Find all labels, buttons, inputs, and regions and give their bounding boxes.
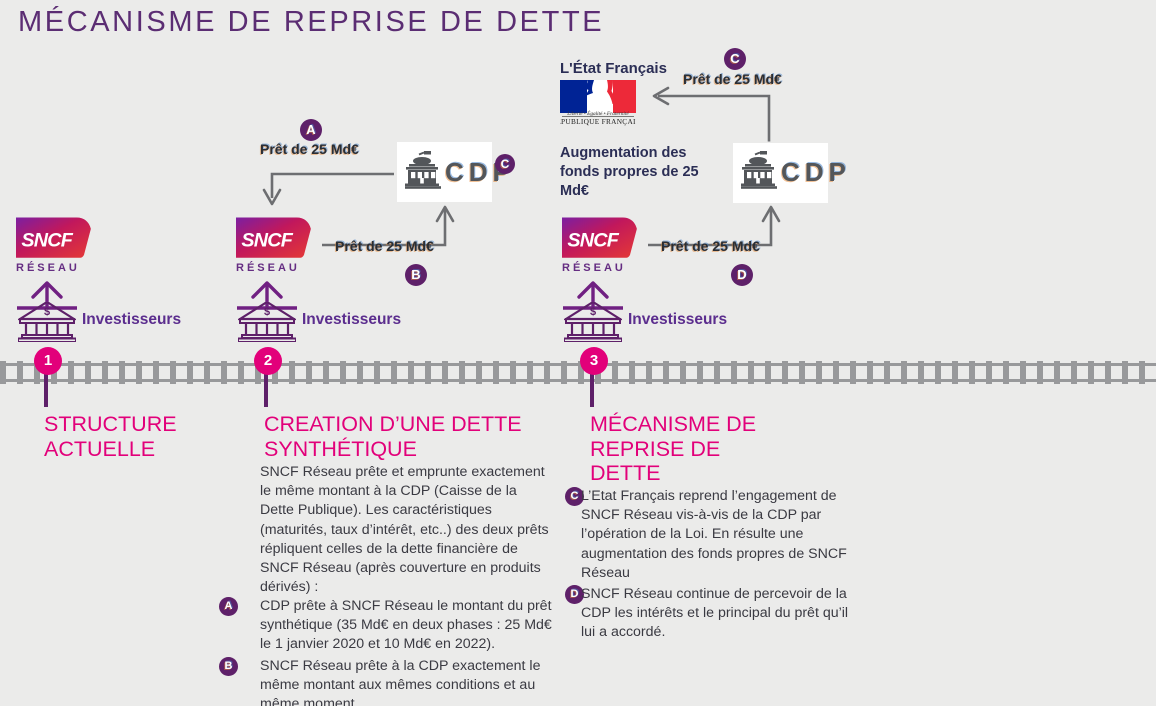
svg-text:Liberté • Égalité • Fraternité: Liberté • Égalité • Fraternité xyxy=(566,109,629,117)
svg-text:SNCF: SNCF xyxy=(567,229,619,251)
svg-text:$: $ xyxy=(44,306,50,318)
svg-text:$: $ xyxy=(264,306,270,318)
svg-text:RÉPUBLIQUE FRANÇAISE: RÉPUBLIQUE FRANÇAISE xyxy=(560,116,636,126)
svg-text:SNCF: SNCF xyxy=(241,229,293,251)
svg-text:SNCF: SNCF xyxy=(21,229,73,251)
svg-text:$: $ xyxy=(590,306,596,318)
